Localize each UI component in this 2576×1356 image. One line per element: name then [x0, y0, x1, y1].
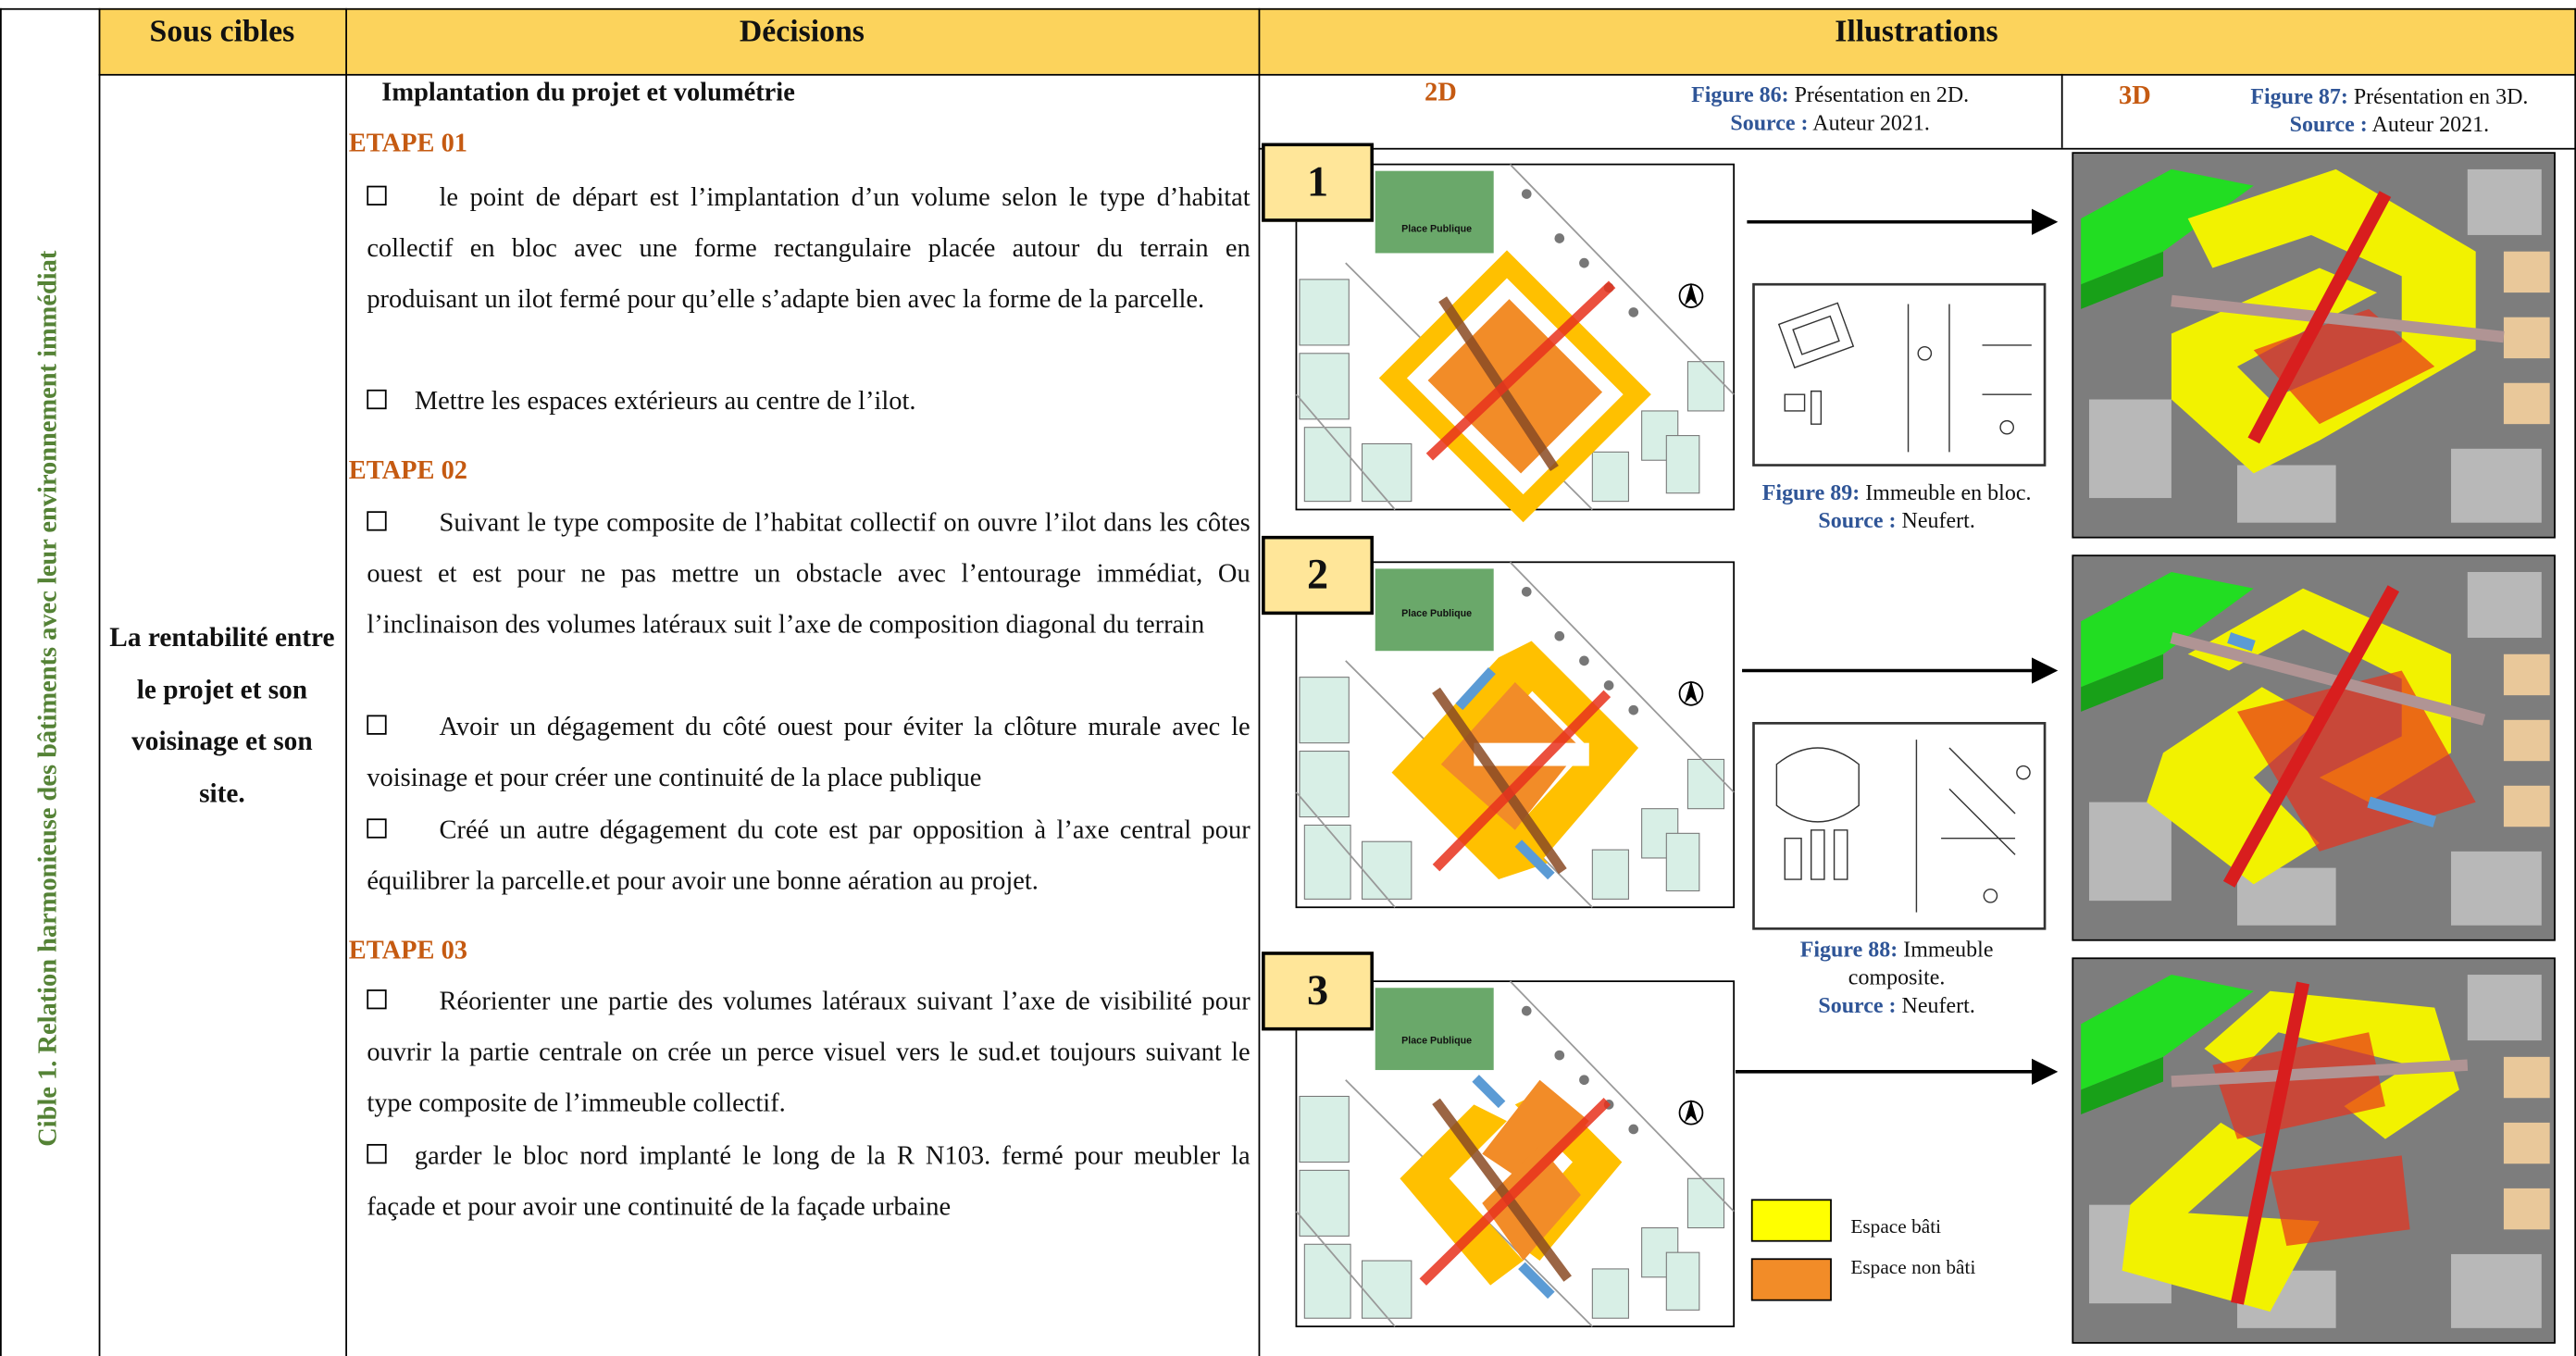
figure-text: Présentation en 2D. — [1794, 81, 1970, 107]
map-label: Place Publique — [1401, 225, 1473, 235]
decision-item: Avoir un dégagement du côté ouest pour é… — [367, 702, 1251, 803]
figure-label: Figure 88: — [1799, 937, 1898, 962]
map-label: Place Publique — [1401, 609, 1473, 620]
figure-label: Figure 89: — [1761, 479, 1860, 505]
figure-text: Présentation en 3D. — [2353, 83, 2529, 109]
legend-label: Espace non bâti — [1850, 1255, 1976, 1279]
side-label: Cible 1. Relation harmonieuse des bâtime… — [34, 250, 63, 1147]
item-text: Avoir un dégagement du côté ouest pour é… — [367, 713, 1251, 792]
figure-label: Figure 87: — [2250, 83, 2348, 109]
source-label: Source : — [1730, 109, 1809, 135]
item-text: le point de départ est l’implantation d’… — [367, 183, 1251, 315]
item-text: Réorienter une partie des volumes latéra… — [367, 988, 1251, 1118]
decision-item: Suivant le type composite de l’habitat c… — [367, 498, 1251, 651]
decision-item: Mettre les espaces extérieurs au centre … — [367, 377, 1250, 428]
header-bg — [98, 7, 2576, 74]
step-label: ETAPE 02 — [348, 456, 468, 485]
figure-label: Figure 86: — [1691, 81, 1789, 107]
header-cell: Décisions — [739, 14, 865, 50]
caption: Figure 87: Présentation en 3D. Source : … — [2212, 82, 2566, 138]
decision-item: Réorienter une partie des volumes latéra… — [367, 977, 1251, 1129]
header-cell: Illustrations — [1835, 14, 1998, 50]
section-title: Implantation du projet et volumétrie — [381, 79, 795, 107]
sub-target: La rentabilité entre le projet et son vo… — [109, 621, 335, 808]
source-text: Auteur 2021. — [2371, 111, 2490, 137]
source-label: Source : — [2289, 111, 2368, 137]
source-label: Source : — [1818, 507, 1897, 533]
source-text: Neufert. — [1901, 992, 1975, 1018]
step-number: 2 — [1262, 535, 1374, 616]
col-heading: 3D — [2119, 81, 2151, 110]
caption: Figure 86: Présentation en 2D. Source : … — [1636, 81, 2023, 136]
step-label: ETAPE 01 — [348, 130, 468, 158]
step-number: 1 — [1262, 143, 1374, 222]
map-label: Place Publique — [1401, 1037, 1473, 1048]
decision-item: le point de départ est l’implantation d’… — [367, 172, 1251, 325]
illustrations — [1295, 152, 2556, 1344]
caption: Figure 88: Immeuble composite. Source : … — [1773, 935, 2021, 1019]
step-number: 3 — [1262, 952, 1374, 1031]
item-text: Suivant le type composite de l’habitat c… — [367, 509, 1251, 640]
decision-item: garder le bloc nord implanté le long de … — [367, 1131, 1251, 1233]
source-text: Neufert. — [1901, 507, 1975, 533]
step-label: ETAPE 03 — [348, 937, 468, 965]
caption: Figure 89: Immeuble en bloc. Source : Ne… — [1757, 479, 2036, 534]
decision-item: Créé un autre dégagement du cote est par… — [367, 805, 1251, 907]
figure-text: Immeuble en bloc. — [1865, 479, 2032, 505]
header-cell: Sous cibles — [149, 14, 295, 50]
legend-label: Espace bâti — [1850, 1214, 1942, 1238]
item-text: Mettre les espaces extérieurs au centre … — [414, 388, 916, 417]
source-text: Auteur 2021. — [1812, 109, 1930, 135]
source-label: Source : — [1818, 992, 1897, 1018]
item-text: Créé un autre dégagement du cote est par… — [367, 816, 1251, 896]
figure-text: Immeuble composite. — [1848, 937, 1994, 990]
col-heading: 2D — [1425, 79, 1457, 107]
item-text: garder le bloc nord implanté le long de … — [367, 1142, 1251, 1222]
